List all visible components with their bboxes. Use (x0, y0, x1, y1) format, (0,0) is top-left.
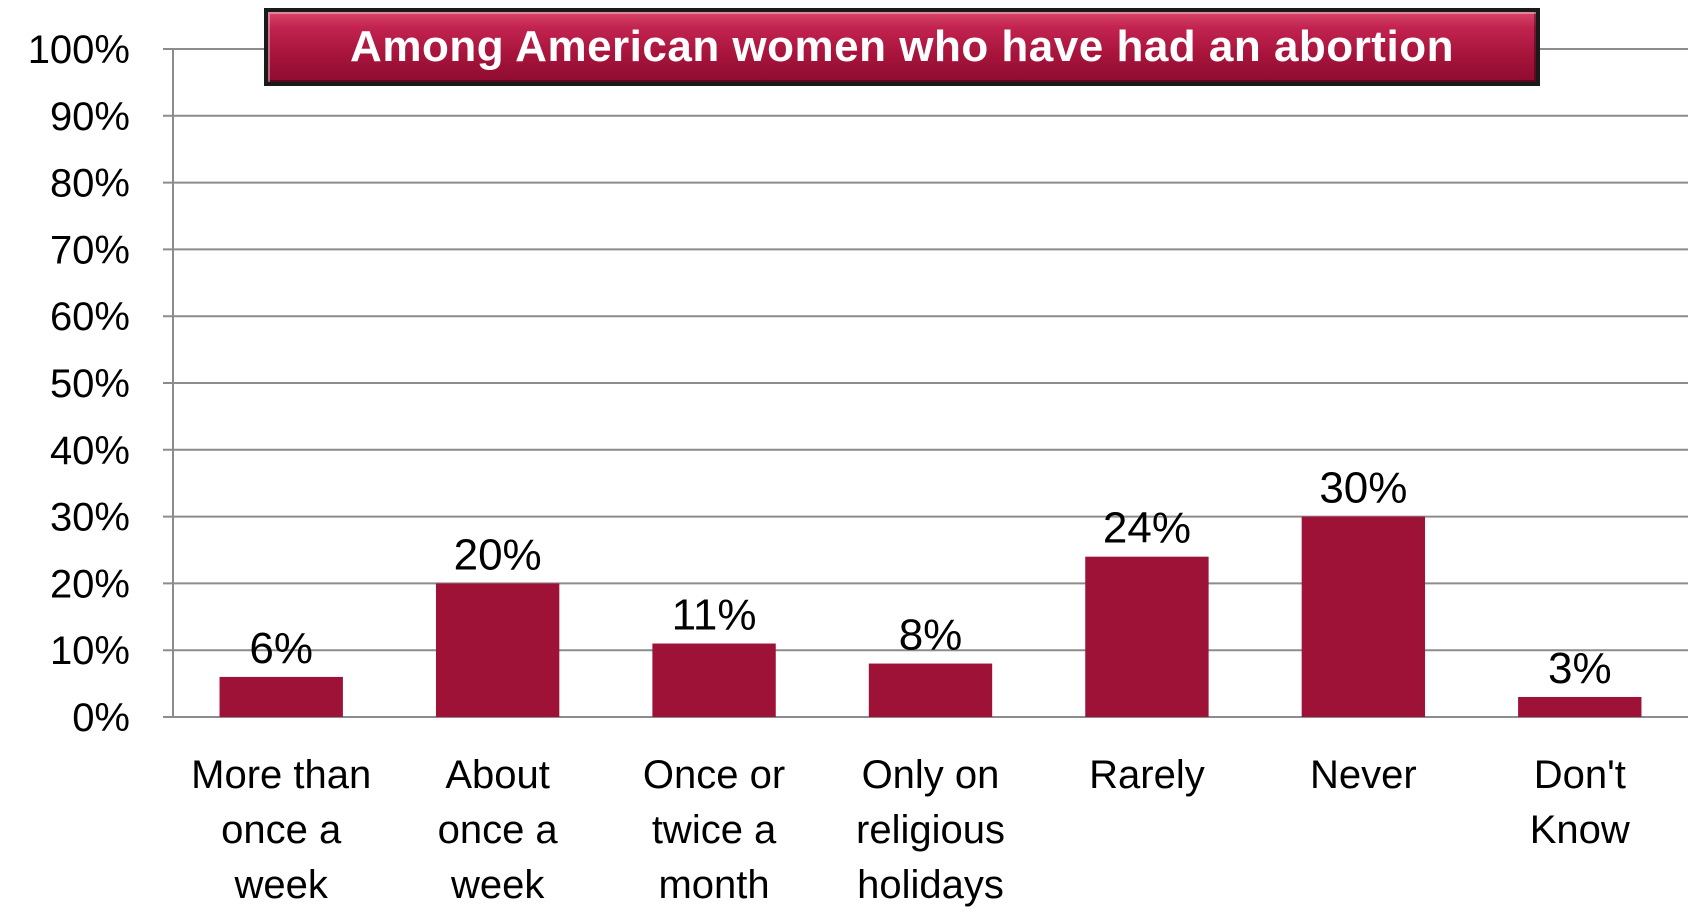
x-tick-label: week (234, 863, 329, 907)
bar (652, 643, 776, 717)
y-tick-label: 0% (72, 696, 130, 740)
y-tick-label: 30% (50, 496, 130, 540)
x-tick-label: Never (1310, 753, 1417, 797)
y-tick-label: 70% (50, 228, 130, 272)
y-tick-label: 40% (50, 429, 130, 473)
bar (219, 676, 343, 717)
data-label: 11% (672, 591, 757, 640)
x-tick-label: Rarely (1089, 753, 1205, 797)
bar (1518, 696, 1642, 717)
data-label: 30% (1319, 464, 1407, 513)
y-tick-label: 100% (28, 28, 130, 72)
data-label: 24% (1103, 504, 1191, 553)
x-tick-label: month (658, 863, 769, 907)
bar (868, 663, 993, 717)
data-label: 8% (899, 611, 963, 660)
y-tick-label: 50% (50, 362, 130, 406)
x-axis-tick-labels: More than once a week About once a week Once o… (191, 753, 1630, 907)
x-tick-label: Only on (862, 753, 1000, 797)
x-tick-label: Once or (643, 753, 785, 797)
y-tick-label: 60% (50, 295, 130, 339)
x-tick-label: religious (856, 808, 1005, 852)
x-tick-label: twice a (652, 808, 777, 852)
data-labels: 6% 20% 11% 8% 24% 30% 3% (249, 464, 1611, 693)
data-label: 3% (1548, 644, 1612, 693)
x-tick-label: week (450, 863, 545, 907)
y-tick-label: 10% (50, 629, 130, 673)
y-tick-label: 90% (50, 95, 130, 139)
x-tick-label: Don't (1534, 753, 1626, 797)
x-tick-label: once a (221, 808, 342, 852)
x-tick-label: once a (438, 808, 559, 852)
chart-title: Among American women who have had an abo… (350, 22, 1454, 71)
bar (1085, 556, 1209, 717)
x-tick-label: More than (191, 753, 371, 797)
data-label: 20% (454, 530, 542, 579)
bars (219, 516, 1642, 717)
bar (1301, 516, 1426, 717)
chart-title-banner: Among American women who have had an abo… (264, 8, 1540, 86)
data-label: 6% (249, 624, 313, 673)
y-axis-tick-labels: 0% 10% 20% 30% 40% 50% 60% 70% 80% 90% 100% (28, 28, 130, 740)
bar (435, 583, 560, 717)
x-tick-label: holidays (857, 863, 1004, 907)
x-tick-label: About (445, 753, 550, 797)
y-tick-label: 20% (50, 562, 130, 606)
y-tick-label: 80% (50, 162, 130, 206)
x-tick-label: Know (1530, 808, 1630, 852)
